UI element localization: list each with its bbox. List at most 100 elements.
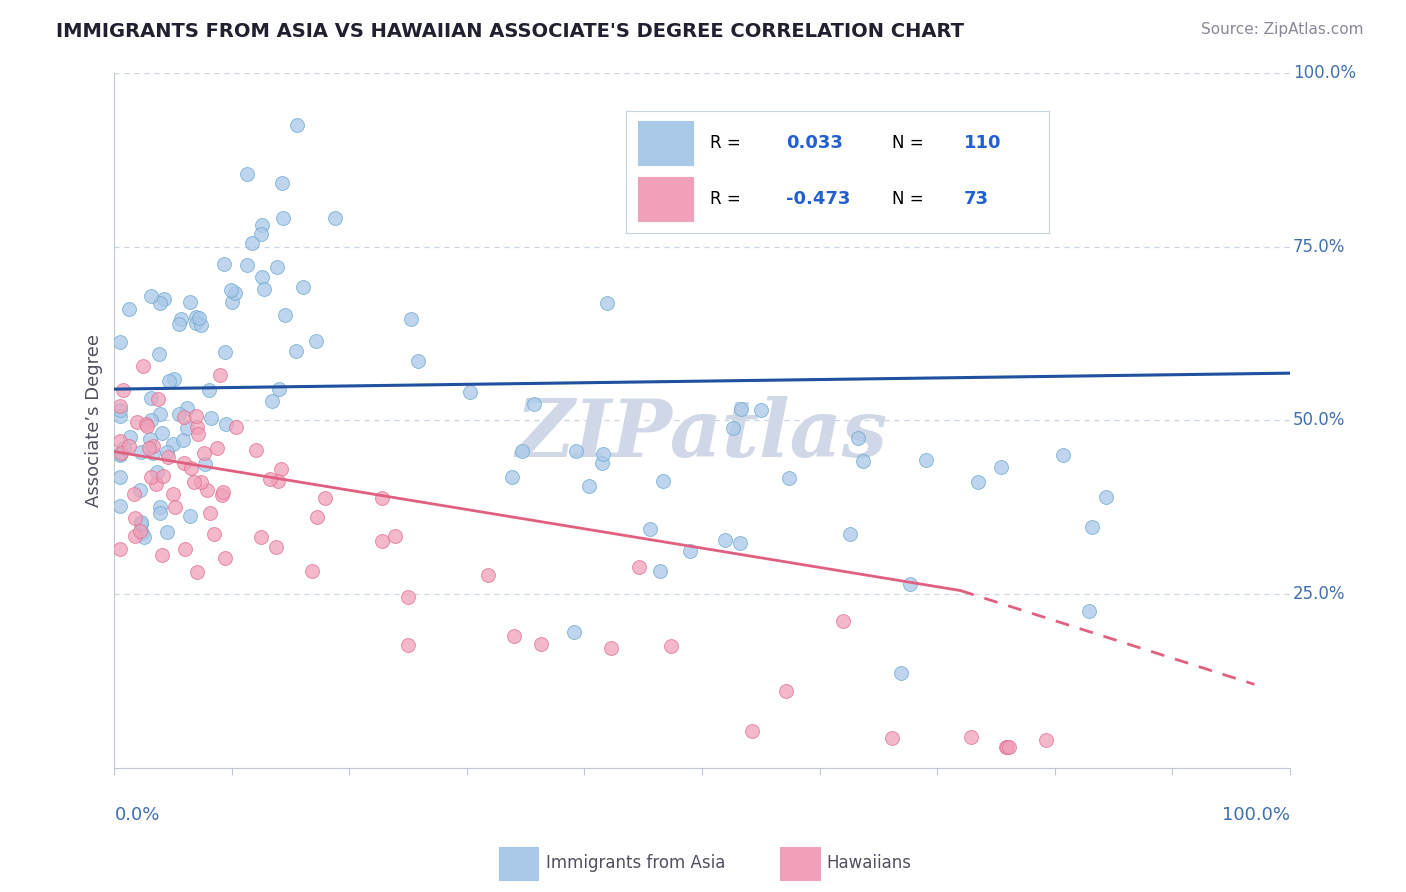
Point [163, 500, 186, 514]
Point [190, 318, 212, 332]
Point [259, 472, 281, 486]
Point [186, 420, 208, 434]
Point [250, 227, 273, 242]
Point [775, 684, 797, 698]
Point [995, 739, 1018, 754]
Point [138, 441, 160, 455]
Point [510, 444, 533, 458]
Point [523, 397, 546, 411]
Point [162, 487, 184, 501]
Text: 25.0%: 25.0% [1294, 585, 1346, 603]
Point [202, 527, 225, 541]
Point [266, 260, 288, 275]
Point [1081, 520, 1104, 534]
Point [252, 218, 274, 232]
Text: 50.0%: 50.0% [1294, 411, 1346, 429]
Point [990, 460, 1012, 475]
Point [173, 409, 195, 424]
Point [135, 418, 157, 433]
Point [271, 211, 294, 225]
Point [110, 434, 132, 449]
Point [148, 347, 170, 361]
Point [503, 629, 526, 643]
Point [721, 421, 744, 435]
Point [170, 312, 193, 326]
Point [211, 488, 233, 502]
Point [156, 450, 179, 464]
Point [152, 292, 174, 306]
Point [1095, 490, 1118, 504]
Point [638, 522, 661, 536]
Point [262, 394, 284, 409]
Point [174, 542, 197, 557]
Point [146, 392, 169, 406]
Point [214, 345, 236, 359]
Point [139, 391, 162, 405]
Text: ZIPatlas: ZIPatlas [516, 395, 889, 473]
Point [236, 258, 259, 272]
Point [240, 236, 263, 251]
Point [679, 543, 702, 558]
Point [960, 731, 983, 745]
Point [124, 529, 146, 543]
Point [139, 289, 162, 303]
Point [264, 541, 287, 555]
Point [221, 294, 243, 309]
Point [565, 444, 588, 458]
Point [131, 525, 153, 540]
Point [370, 491, 392, 506]
Point [173, 456, 195, 470]
Point [142, 446, 165, 460]
Point [129, 524, 152, 538]
Point [477, 568, 499, 582]
Point [627, 559, 650, 574]
Text: 0.0%: 0.0% [114, 805, 160, 824]
Point [966, 475, 988, 489]
Point [458, 385, 481, 400]
Point [207, 441, 229, 455]
Text: Immigrants from Asia: Immigrants from Asia [546, 855, 725, 872]
Point [267, 382, 290, 396]
Point [184, 409, 207, 424]
Point [139, 432, 162, 446]
Point [156, 445, 179, 459]
Text: 100.0%: 100.0% [1294, 64, 1357, 82]
Point [150, 425, 173, 440]
Point [190, 475, 212, 489]
Point [250, 269, 273, 284]
Point [200, 410, 222, 425]
Point [180, 460, 202, 475]
Point [832, 614, 855, 628]
Point [110, 499, 132, 513]
Point [997, 739, 1019, 754]
Text: Source: ZipAtlas.com: Source: ZipAtlas.com [1201, 22, 1364, 37]
Point [890, 666, 912, 681]
Point [838, 527, 860, 541]
Point [741, 723, 763, 738]
Point [146, 466, 169, 480]
Point [132, 359, 155, 373]
Point [651, 475, 673, 489]
Point [148, 407, 170, 421]
Point [399, 312, 422, 326]
Point [176, 401, 198, 415]
Point [129, 516, 152, 531]
Point [214, 551, 236, 566]
Point [110, 448, 132, 462]
Point [129, 445, 152, 459]
Point [215, 417, 238, 431]
Point [172, 433, 194, 447]
Point [142, 439, 165, 453]
Point [150, 548, 173, 562]
Point [748, 205, 770, 219]
Point [149, 500, 172, 514]
Point [110, 541, 132, 556]
Point [129, 483, 152, 497]
Point [880, 731, 903, 745]
Point [209, 368, 232, 382]
Point [305, 334, 328, 349]
Point [145, 476, 167, 491]
Point [578, 479, 600, 493]
Point [236, 167, 259, 181]
Point [163, 372, 186, 386]
